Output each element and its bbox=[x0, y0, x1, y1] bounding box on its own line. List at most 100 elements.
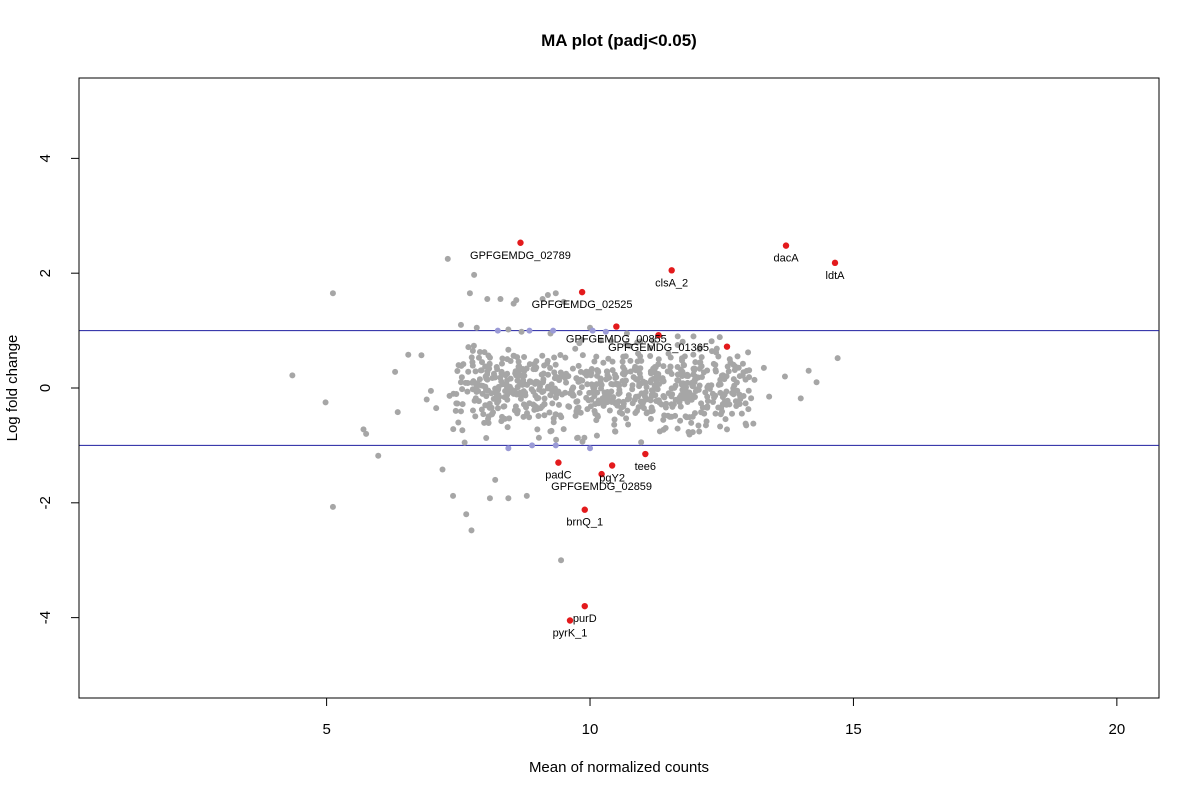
gene-point bbox=[704, 404, 711, 411]
gene-point bbox=[500, 403, 507, 410]
gene-point bbox=[709, 390, 716, 397]
gene-point bbox=[469, 362, 476, 369]
gene-point bbox=[484, 368, 491, 375]
gene-point bbox=[734, 353, 741, 360]
gene-point bbox=[504, 424, 511, 431]
gene-point bbox=[603, 368, 610, 375]
gene-label: padC bbox=[545, 470, 571, 482]
gene-point bbox=[455, 419, 462, 426]
gene-point bbox=[444, 255, 451, 262]
gene-point bbox=[554, 374, 561, 381]
gene-point bbox=[557, 369, 564, 376]
gene-point bbox=[476, 348, 483, 355]
gene-point bbox=[766, 393, 773, 400]
gene-point bbox=[470, 378, 477, 385]
gene-point bbox=[702, 422, 709, 429]
gene-point bbox=[507, 375, 514, 382]
gene-label: clsA_2 bbox=[655, 277, 688, 289]
faded-point bbox=[550, 327, 557, 334]
gene-point bbox=[405, 351, 412, 358]
gene-point bbox=[696, 382, 703, 389]
gene-point bbox=[674, 425, 681, 432]
gene-point bbox=[813, 379, 820, 386]
x-axis: 5 10 15 20 bbox=[322, 697, 1125, 738]
gene-point bbox=[423, 396, 430, 403]
gene-point bbox=[604, 399, 611, 406]
gene-point bbox=[683, 372, 690, 379]
gene-point bbox=[473, 324, 480, 331]
gene-point bbox=[478, 406, 485, 413]
gene-point bbox=[477, 367, 484, 374]
gene-point bbox=[566, 403, 573, 410]
gene-point bbox=[454, 368, 461, 375]
gene-point bbox=[581, 434, 588, 441]
gene-point bbox=[504, 370, 511, 377]
gene-point bbox=[760, 364, 767, 371]
significant-point bbox=[782, 242, 790, 249]
gene-point bbox=[643, 384, 650, 391]
gene-point bbox=[466, 290, 473, 297]
gene-point bbox=[540, 378, 547, 385]
gene-point bbox=[722, 416, 729, 423]
gene-point bbox=[537, 383, 544, 390]
gene-point bbox=[650, 337, 657, 344]
gene-point bbox=[589, 389, 596, 396]
gene-point bbox=[512, 403, 519, 410]
gene-point bbox=[329, 503, 336, 510]
gene-point bbox=[834, 355, 841, 362]
gene-point bbox=[623, 330, 630, 337]
gene-point bbox=[427, 387, 434, 394]
gene-point bbox=[562, 354, 569, 361]
gene-point bbox=[708, 338, 715, 345]
gene-point bbox=[679, 368, 686, 375]
gene-point bbox=[743, 367, 750, 374]
gene-point bbox=[631, 396, 638, 403]
gene-point bbox=[475, 354, 482, 361]
gene-point bbox=[453, 391, 460, 398]
gene-point bbox=[541, 395, 548, 402]
gene-point bbox=[574, 398, 581, 405]
gene-labels: GPFGEMDG_02789 dacA ldtA clsA_2 GPFGEMDG_025… bbox=[470, 250, 845, 640]
gene-point bbox=[289, 372, 296, 379]
gene-point bbox=[557, 351, 564, 358]
chart-title: MA plot (padj<0.05) bbox=[541, 31, 697, 50]
gene-label: tee6 bbox=[635, 461, 656, 473]
gene-point bbox=[539, 352, 546, 359]
gene-point bbox=[620, 353, 627, 360]
gene-point bbox=[520, 413, 527, 420]
gene-point bbox=[545, 383, 552, 390]
y-tick-label: 0 bbox=[37, 384, 54, 392]
gene-point bbox=[479, 390, 486, 397]
gene-point bbox=[579, 352, 586, 359]
gene-point bbox=[723, 401, 730, 408]
gene-point bbox=[523, 492, 530, 499]
gene-point bbox=[575, 404, 582, 411]
gene-point bbox=[570, 384, 577, 391]
gene-point bbox=[609, 358, 616, 365]
gene-point bbox=[611, 421, 618, 428]
gene-point bbox=[560, 426, 567, 433]
gene-point bbox=[660, 378, 667, 385]
gene-point bbox=[641, 392, 648, 399]
gene-point bbox=[587, 372, 594, 379]
gene-point bbox=[729, 410, 736, 417]
faded-point bbox=[529, 442, 536, 449]
gene-point bbox=[569, 392, 576, 399]
gene-point bbox=[505, 389, 512, 396]
gene-label: GPFGEMDG_02859 bbox=[551, 481, 652, 493]
gene-point bbox=[498, 418, 505, 425]
gene-point bbox=[489, 410, 496, 417]
gene-point bbox=[459, 427, 466, 434]
gene-point bbox=[750, 420, 757, 427]
gene-point bbox=[469, 407, 476, 414]
gene-point bbox=[593, 432, 600, 439]
gene-point bbox=[634, 408, 641, 415]
gene-point bbox=[656, 375, 663, 382]
faded-point bbox=[587, 445, 594, 452]
gene-label: GPFGEMDG_02789 bbox=[470, 250, 571, 262]
significant-point bbox=[578, 288, 586, 296]
gene-point bbox=[498, 360, 505, 367]
gene-point bbox=[710, 360, 717, 367]
gene-point bbox=[605, 375, 612, 382]
gene-label: GPFGEMDG_02525 bbox=[532, 299, 633, 311]
